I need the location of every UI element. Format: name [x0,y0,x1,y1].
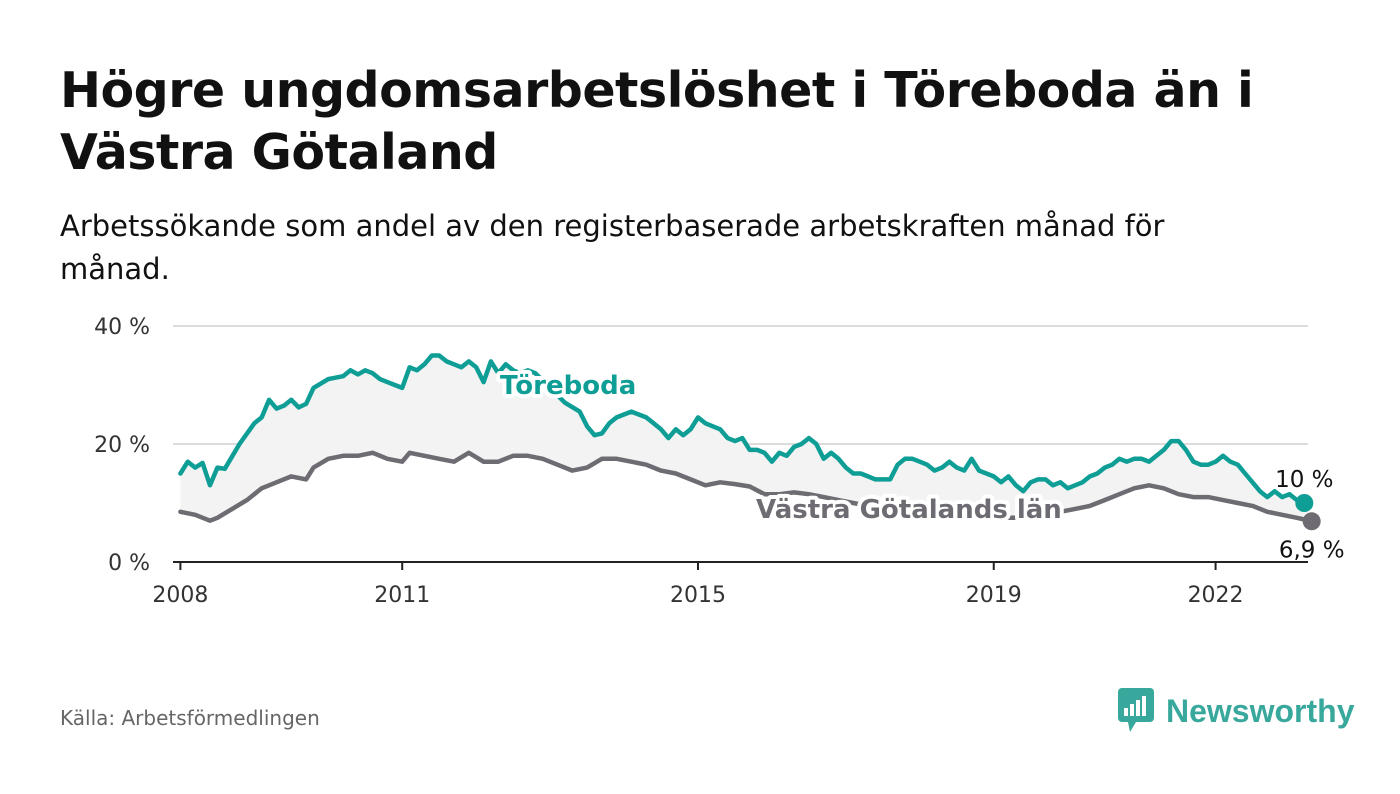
line-chart: 0 % 20 % 40 % 2008 2011 2015 2019 2022 10 % 6,9 %… [94,315,1345,608]
end-label-toreboda: 10 % [1275,467,1333,493]
brand-name: Newsworthy [1166,692,1355,729]
end-point-vastra-gotaland [1302,512,1321,531]
series-label-toreboda: Töreboda [500,371,636,401]
chart-title: Högre ungdomsarbetslöshet i Töreboda än … [60,62,1254,181]
x-tick-label: 2019 [966,583,1022,608]
difference-band [180,355,1312,522]
chart-subtitle: Arbetssökande som andel av den registerb… [60,209,1165,286]
series-label-vastra-gotaland: Västra Götalands län [756,495,1062,525]
newsworthy-icon [1118,688,1154,732]
series-line-vastra-gotaland [178,450,1314,524]
source-note: Källa: Arbetsförmedlingen [60,706,320,730]
newsworthy-logo: Newsworthy [1118,688,1354,734]
end-point-toreboda [1295,494,1314,512]
y-tick-label: 20 % [94,433,150,458]
x-tick-label: 2015 [670,583,726,608]
y-tick-label: 0 % [108,551,150,576]
x-tick-label: 2022 [1188,583,1244,608]
x-tick-label: 2008 [152,583,208,608]
y-tick-label: 40 % [94,315,150,340]
series-line-toreboda [178,353,1307,506]
end-label-vastra-gotaland: 6,9 % [1279,537,1345,563]
x-tick-label: 2011 [374,583,430,608]
